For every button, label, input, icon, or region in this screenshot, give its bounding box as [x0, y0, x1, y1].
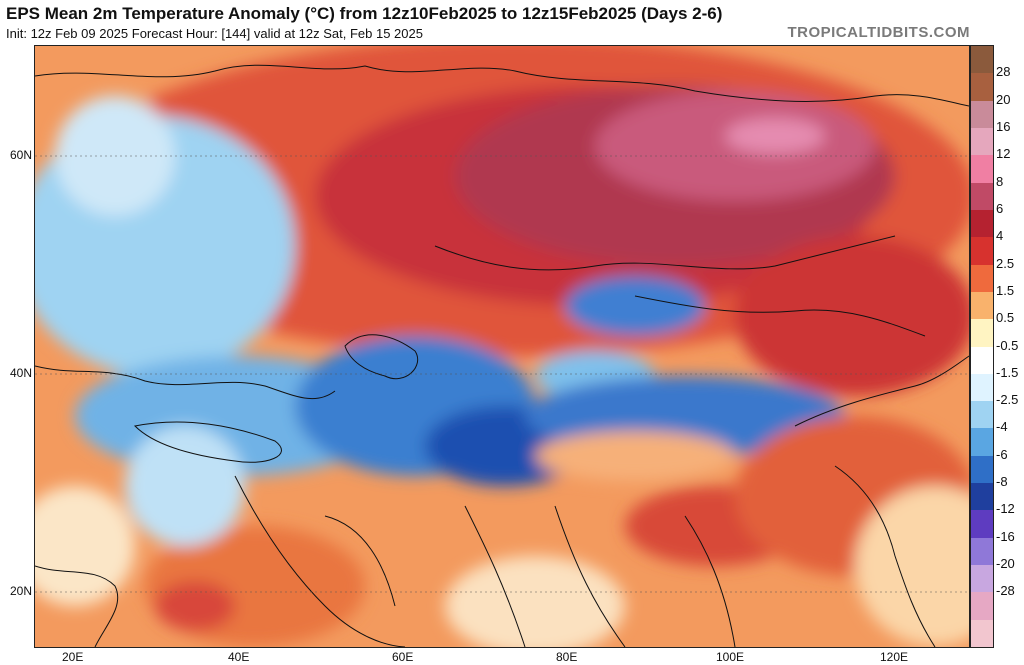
colorbar-segment [971, 209, 993, 238]
colorbar-tick-label: -0.5 [996, 337, 1019, 353]
coastlines [35, 64, 969, 647]
lat-label-20n: 20N [9, 584, 32, 598]
graticule [35, 155, 969, 593]
colorbar-tick-label: -28 [996, 583, 1015, 599]
colorbar-tick-label: 28 [996, 64, 1011, 80]
colorbar-tick-label: 1.5 [996, 282, 1015, 298]
colorbar-segment [971, 510, 993, 539]
colorbar-segment [971, 155, 993, 184]
colorbar-segment [971, 319, 993, 347]
site-credit: TROPICALTIDBITS.COM [787, 24, 970, 41]
colorbar-segment [971, 592, 993, 621]
lon-label-60e: 60E [392, 650, 414, 664]
lat-label-60n: 60N [9, 148, 32, 162]
colorbar-tick-label: 0.5 [996, 310, 1015, 326]
colorbar-segment [971, 291, 993, 320]
colorbar-segment [971, 401, 993, 429]
colorbar-segment [971, 182, 993, 211]
colorbar-tick-label: -2.5 [996, 392, 1019, 408]
colorbar [970, 45, 994, 648]
colorbar-segment [971, 237, 993, 266]
colorbar-tick-label: 8 [996, 173, 1004, 189]
colorbar-tick-label: 4 [996, 228, 1004, 244]
lon-label-20e: 20E [62, 650, 84, 664]
colorbar-tick-label: 20 [996, 91, 1011, 107]
colorbar-tick-label: -8 [996, 474, 1008, 490]
colorbar-tick-label: -1.5 [996, 364, 1019, 380]
lat-label-40n: 40N [9, 366, 32, 380]
colorbar-segment [971, 565, 993, 593]
lon-label-80e: 80E [556, 650, 578, 664]
colorbar-segment [971, 46, 993, 74]
lon-label-120e: 120E [880, 650, 909, 664]
colorbar-segment [971, 73, 993, 102]
map-title: EPS Mean 2m Temperature Anomaly (°C) fro… [6, 4, 723, 23]
colorbar-segment [971, 264, 993, 293]
colorbar-segment [971, 428, 993, 457]
colorbar-tick-label: 12 [996, 146, 1011, 162]
lon-label-100e: 100E [716, 650, 745, 664]
map-subtitle: Init: 12z Feb 09 2025 Forecast Hour: [14… [6, 26, 423, 41]
temperature-anomaly-map [34, 45, 970, 648]
colorbar-tick-label: -4 [996, 419, 1008, 435]
lon-label-40e: 40E [228, 650, 250, 664]
colorbar-tick-label: -12 [996, 501, 1015, 517]
colorbar-segment [971, 537, 993, 566]
anomaly-field [35, 46, 969, 647]
colorbar-segment [971, 455, 993, 484]
colorbar-segment [971, 619, 993, 648]
colorbar-tick-label: 2.5 [996, 255, 1015, 271]
colorbar-tick-label: -6 [996, 446, 1008, 462]
colorbar-segment [971, 346, 993, 375]
colorbar-segment [971, 483, 993, 511]
map-canvas [35, 46, 969, 647]
colorbar-tick-label: 6 [996, 200, 1004, 216]
colorbar-segment [971, 373, 993, 402]
colorbar-segment [971, 100, 993, 129]
colorbar-tick-label: -16 [996, 528, 1015, 544]
colorbar-tick-label: 16 [996, 118, 1011, 134]
colorbar-tick-label: -20 [996, 556, 1015, 572]
colorbar-segment [971, 127, 993, 156]
